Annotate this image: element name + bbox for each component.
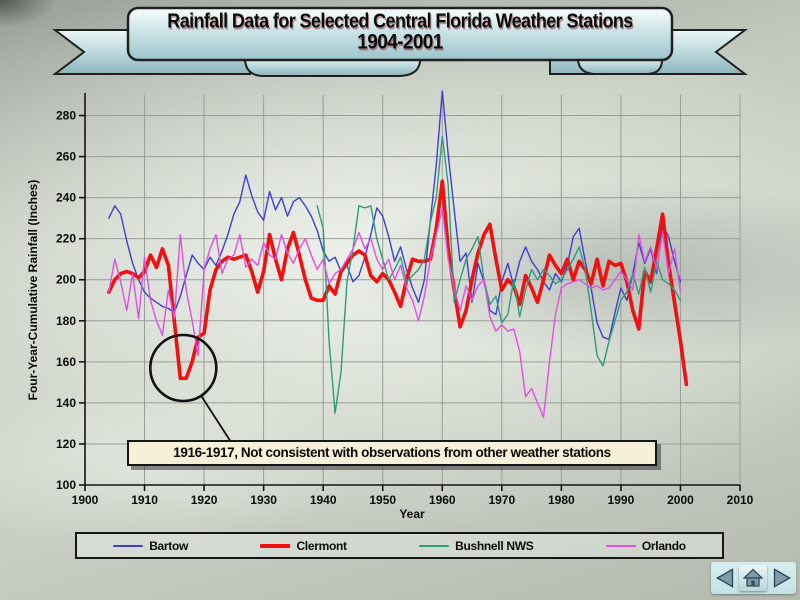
nav-panel <box>711 562 796 594</box>
banner-ribbon-graphic <box>52 6 748 77</box>
y-tick-label: 100 <box>56 478 76 492</box>
title-banner: Rainfall Data for Selected Central Flori… <box>0 0 800 92</box>
legend-swatch-bushnell-nws <box>419 544 450 547</box>
y-tick-label: 160 <box>56 355 76 369</box>
x-tick-label: 2000 <box>667 493 694 507</box>
legend-label-bushnell-nws: Bushnell NWS <box>455 538 534 553</box>
series-line-bartow <box>108 90 682 340</box>
previous-arrow-icon <box>713 568 739 593</box>
annotation-leader-line <box>200 395 232 443</box>
series-line-bushnell-nws <box>316 135 682 414</box>
x-tick-label: 1900 <box>72 493 99 507</box>
x-tick-label: 1910 <box>131 493 158 507</box>
legend-label-clermont: Clermont <box>296 538 347 553</box>
y-tick-label: 280 <box>56 109 76 123</box>
legend-item-bartow: Bartow <box>113 539 188 553</box>
previous-button[interactable] <box>713 566 739 590</box>
banner-band <box>126 6 674 62</box>
page-subtitle: 1904-2001 <box>357 30 443 55</box>
y-tick-label: 180 <box>56 314 76 328</box>
page-title: Rainfall Data for Selected Central Flori… <box>167 9 633 33</box>
x-axis-title: Year <box>399 507 425 521</box>
legend-item-bushnell-nws: Bushnell NWS <box>419 538 534 553</box>
annotation-circle <box>149 333 218 403</box>
y-axis-title: Four-Year-Cumulative Rainfall (Inches) <box>26 180 40 401</box>
legend-item-clermont: Clermont <box>260 538 347 553</box>
y-tick-label: 140 <box>56 396 76 410</box>
legend-swatch-clermont <box>260 543 291 548</box>
y-tick-label: 220 <box>56 232 76 246</box>
legend-swatch-orlando <box>605 544 636 547</box>
home-icon <box>741 568 765 593</box>
x-tick-label: 1990 <box>608 493 635 507</box>
y-tick-label: 120 <box>56 437 76 451</box>
x-tick-label: 1950 <box>369 493 396 507</box>
x-tick-label: 1980 <box>548 493 575 507</box>
home-button[interactable] <box>739 565 768 593</box>
legend-label-orlando: Orlando <box>641 538 686 553</box>
x-tick-label: 1940 <box>310 493 337 507</box>
y-tick-label: 260 <box>56 150 76 164</box>
y-tick-label: 240 <box>56 191 76 205</box>
series-line-clermont <box>107 179 689 387</box>
legend-item-orlando: Orlando <box>605 538 686 553</box>
banner-text: Rainfall Data for Selected Central Flori… <box>128 10 672 54</box>
next-arrow-icon <box>768 568 794 593</box>
next-button[interactable] <box>768 566 794 590</box>
x-tick-label: 1970 <box>488 493 515 507</box>
x-tick-label: 2010 <box>727 493 754 507</box>
y-tick-label: 200 <box>56 273 76 287</box>
annotation-callout: 1916-1917, Not consistent with observati… <box>127 440 657 466</box>
x-tick-label: 1920 <box>191 493 218 507</box>
chart-legend: Bartow Clermont Bushnell NWS Orlando <box>75 532 724 559</box>
legend-swatch-bartow <box>113 544 144 547</box>
x-tick-label: 1960 <box>429 493 456 507</box>
x-tick-label: 1930 <box>250 493 277 507</box>
legend-label-bartow: Bartow <box>149 538 189 553</box>
series-line-orlando <box>108 207 682 418</box>
